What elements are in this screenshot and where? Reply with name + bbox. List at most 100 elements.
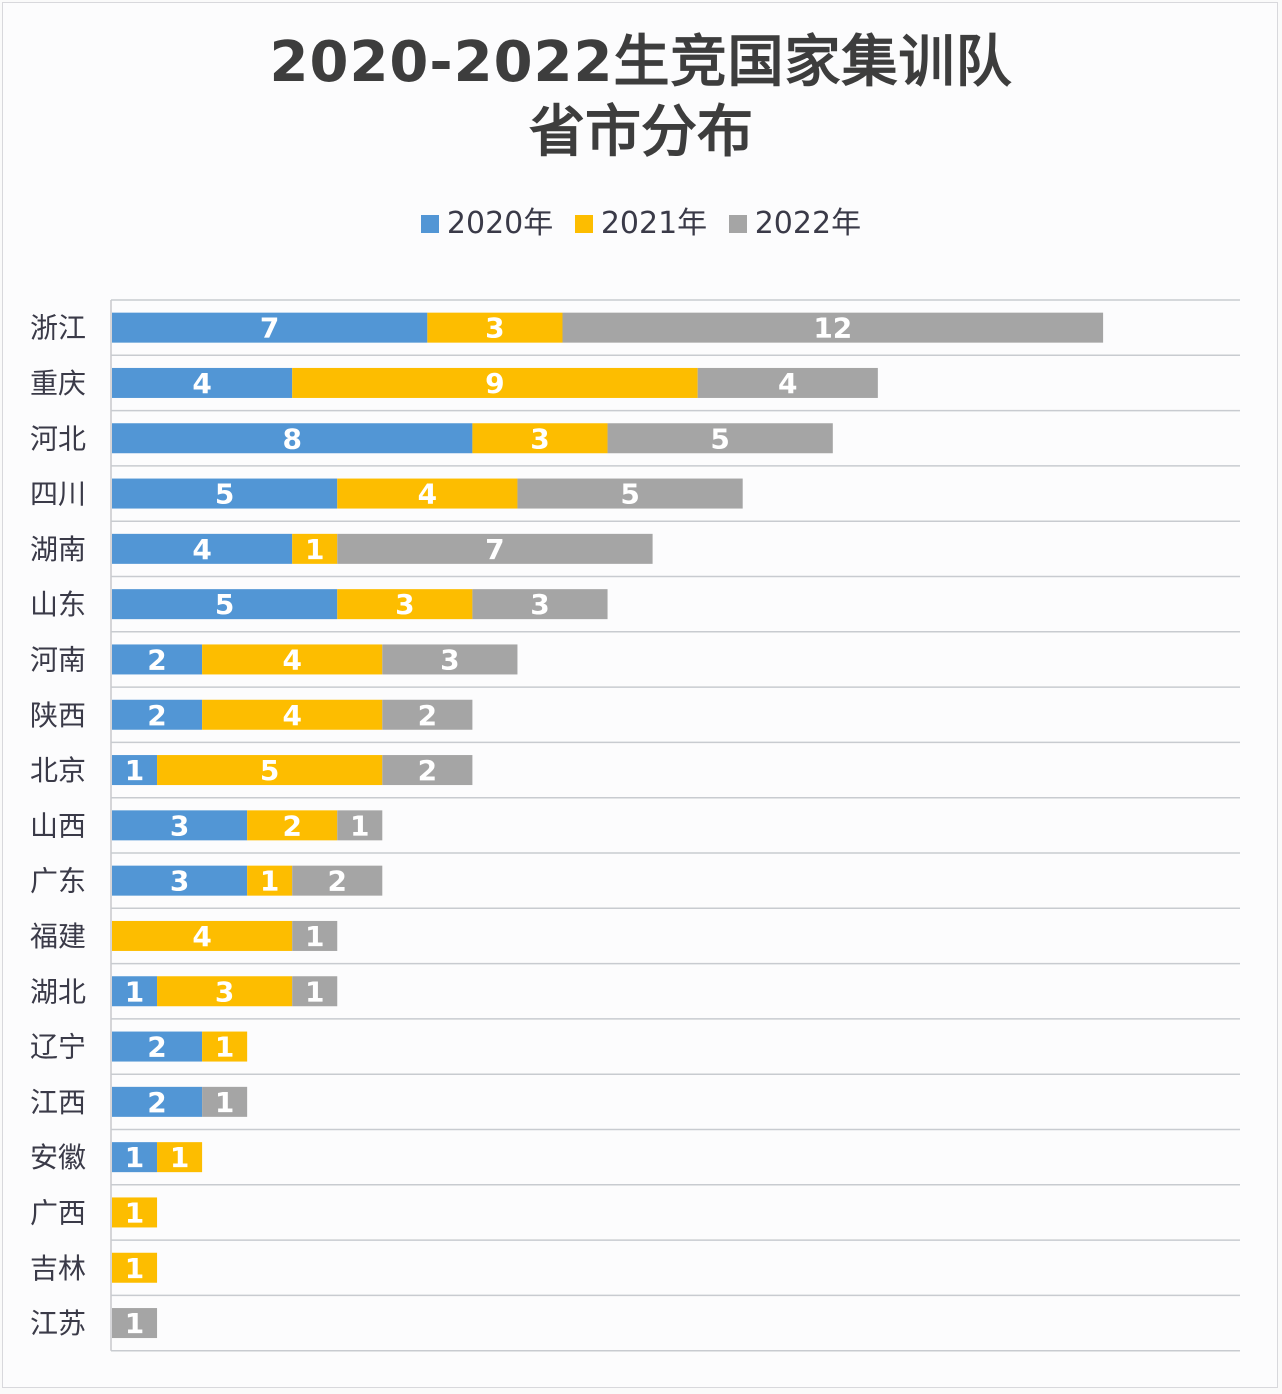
data-label: 5 [620,478,639,511]
data-label: 3 [170,809,189,842]
bar-segment [157,755,383,786]
category-label: 吉林 [30,1252,86,1285]
data-label: 3 [530,422,549,455]
bar-segment [202,1086,248,1117]
bar-segment [247,810,338,841]
bar-segment [247,865,293,896]
bar-segment [112,1031,203,1062]
bar-segment [337,533,653,564]
bar-segment [697,367,878,398]
data-label: 1 [260,865,279,898]
bar-segment [112,644,203,675]
data-label: 4 [282,643,301,676]
data-label: 1 [215,1031,234,1064]
data-label: 7 [485,533,504,566]
bar-segment [202,644,383,675]
data-label: 3 [395,588,414,621]
category-label: 江西 [30,1086,86,1119]
data-label: 1 [125,754,144,787]
data-label: 9 [485,367,504,400]
data-label: 4 [192,367,211,400]
data-label: 3 [530,588,549,621]
legend-swatch-2022 [728,215,747,233]
data-label: 3 [440,643,459,676]
category-label: 河南 [30,643,86,676]
category-label: 重庆 [30,367,86,400]
data-label: 2 [147,643,166,676]
bar-segment [337,589,473,620]
bar-segment [202,699,383,730]
category-label: 福建 [30,920,86,953]
data-label: 1 [215,1086,234,1119]
category-label: 江苏 [30,1307,86,1340]
bar-segment [292,976,338,1007]
data-label: 4 [282,699,301,732]
data-label: 4 [778,367,797,400]
data-label: 3 [170,865,189,898]
bar-segment [292,367,698,398]
data-label: 3 [215,975,234,1008]
category-label: 安徽 [30,1141,86,1174]
bar-segment [292,533,338,564]
chart-subtitle: 省市分布 [529,100,753,165]
data-label: 8 [282,422,301,455]
bar-segment [112,478,338,509]
legend: 2020年 2021年 2022年 [0,204,1282,244]
bar-segment [112,1308,158,1339]
legend-label-2022: 2022年 [754,206,862,241]
legend-swatch-2021 [574,215,593,233]
bar-segment [337,478,518,509]
bar-segment [112,810,248,841]
bar-segment [157,976,293,1007]
data-label: 2 [418,699,437,732]
category-label: 陕西 [30,699,86,732]
data-label: 2 [282,809,301,842]
data-label: 4 [418,478,437,511]
chart-title: 2020-2022生竞国家集训队 [269,30,1013,95]
data-label: 1 [125,1196,144,1229]
bar-segment [292,920,338,951]
bar-segment [112,920,293,951]
data-label: 1 [170,1141,189,1174]
bar-segment [472,589,608,620]
bar-segment [112,699,203,730]
bar-segment [427,312,563,343]
bar-segment [157,1142,203,1173]
bar-segment [472,423,608,454]
data-label: 2 [418,754,437,787]
bar-segment [382,699,473,730]
bar-segment [112,865,248,896]
data-label: 1 [125,1252,144,1285]
data-label: 1 [305,920,324,953]
category-label: 四川 [30,478,86,511]
data-label: 2 [328,865,347,898]
legend-item-2021: 2021年 [574,204,707,244]
legend-label-2020: 2020年 [446,206,554,241]
bar-segment [112,367,293,398]
data-label: 1 [305,975,324,1008]
bar-segment [112,755,158,786]
data-label: 4 [192,920,211,953]
data-label: 2 [147,699,166,732]
data-label: 1 [350,809,369,842]
legend-item-2020: 2020年 [420,204,554,244]
data-label: 7 [260,312,279,345]
data-label: 2 [147,1086,166,1119]
bar-segment [112,423,473,454]
data-label: 5 [215,478,234,511]
bar-segment [517,478,743,509]
data-label: 1 [125,975,144,1008]
category-label: 广东 [30,865,86,898]
data-label: 1 [305,533,324,566]
category-label: 山西 [30,809,86,842]
bar-segment [292,865,383,896]
bar-segment [112,1252,158,1283]
data-label: 2 [147,1031,166,1064]
category-label: 湖南 [30,533,86,566]
bar-segment [112,1142,158,1173]
data-label: 12 [813,312,852,345]
bar-segment [202,1031,248,1062]
bar-segment [382,755,473,786]
